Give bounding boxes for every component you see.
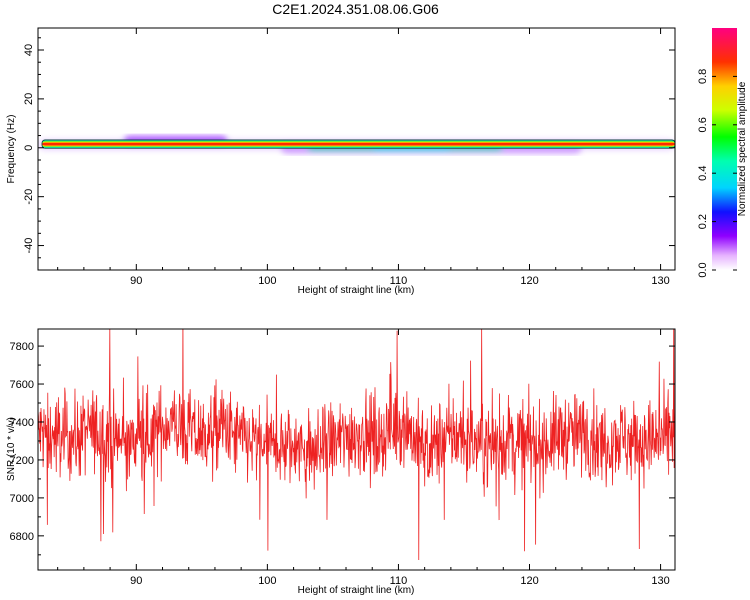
top-plot-frame <box>37 27 676 271</box>
colorbar-tick-label: 0.8 <box>697 69 709 84</box>
bottom-y-axis-label: SNR (10 * v/v) <box>6 417 17 481</box>
spectrogram-panel: 90 100 110 120 130 40 20 0 -20 -40 Height of stra… <box>6 27 676 296</box>
top-x-tick-label: 100 <box>258 275 276 287</box>
colorbar-tick-label: 0.2 <box>697 214 709 229</box>
bottom-axis-ticks: 90 100 110 120 130 6800 7000 7200 7400 7600 7800 <box>10 329 675 587</box>
top-y-tick-label: 0 <box>23 145 35 151</box>
colorbar-ticks: 0.0 0.2 0.4 0.6 0.8 <box>697 69 737 278</box>
top-y-tick-label: -20 <box>23 189 35 205</box>
bottom-x-tick-label: 120 <box>520 575 538 587</box>
top-y-axis-label: Frequency (Hz) <box>6 115 17 184</box>
bottom-y-tick-label: 6800 <box>10 531 34 543</box>
bottom-y-tick-label: 7600 <box>10 379 34 391</box>
bottom-x-tick-label: 130 <box>651 575 669 587</box>
ridge-band <box>42 142 675 146</box>
top-x-tick-label: 90 <box>130 275 142 287</box>
top-x-tick-label: 130 <box>651 275 669 287</box>
colorbar-tick-label: 0.4 <box>697 166 709 181</box>
bottom-y-tick-label: 7400 <box>10 417 34 429</box>
bottom-plot-frame <box>37 328 676 571</box>
colorbar: 0.0 0.2 0.4 0.6 0.8 Normalized spectral ampl… <box>697 28 748 278</box>
top-y-tick-label: -40 <box>23 238 35 254</box>
top-x-tick-label: 120 <box>520 275 538 287</box>
snr-panel: 90 100 110 120 130 6800 7000 7200 7400 7600 7800 H… <box>6 328 676 596</box>
colorbar-gradient <box>712 28 737 270</box>
top-x-tick-label: 110 <box>390 275 408 287</box>
bottom-y-tick-label: 7800 <box>10 341 34 353</box>
bottom-x-tick-label: 100 <box>258 575 276 587</box>
top-axis-ticks: 90 100 110 120 130 40 20 0 -20 -40 <box>23 28 675 287</box>
top-x-axis-label: Height of straight line (km) <box>298 285 415 296</box>
bottom-x-axis-label: Height of straight line (km) <box>298 585 415 596</box>
spectral-ridge <box>41 139 675 149</box>
top-y-tick-label: 40 <box>23 44 35 56</box>
bottom-x-tick-label: 110 <box>390 575 408 587</box>
colorbar-label: Normalized spectral amplitude <box>737 81 748 216</box>
ridge-outline <box>41 139 675 149</box>
chart-title: C2E1.2024.351.08.06.G06 <box>272 1 439 17</box>
snr-series-line <box>38 329 675 561</box>
top-y-tick-label: 20 <box>23 93 35 105</box>
colorbar-tick-label: 0.0 <box>697 262 709 277</box>
bottom-x-tick-label: 90 <box>130 575 142 587</box>
bottom-y-tick-label: 7200 <box>10 455 34 467</box>
colorbar-tick-label: 0.6 <box>697 117 709 132</box>
bottom-y-tick-label: 7000 <box>10 493 34 505</box>
